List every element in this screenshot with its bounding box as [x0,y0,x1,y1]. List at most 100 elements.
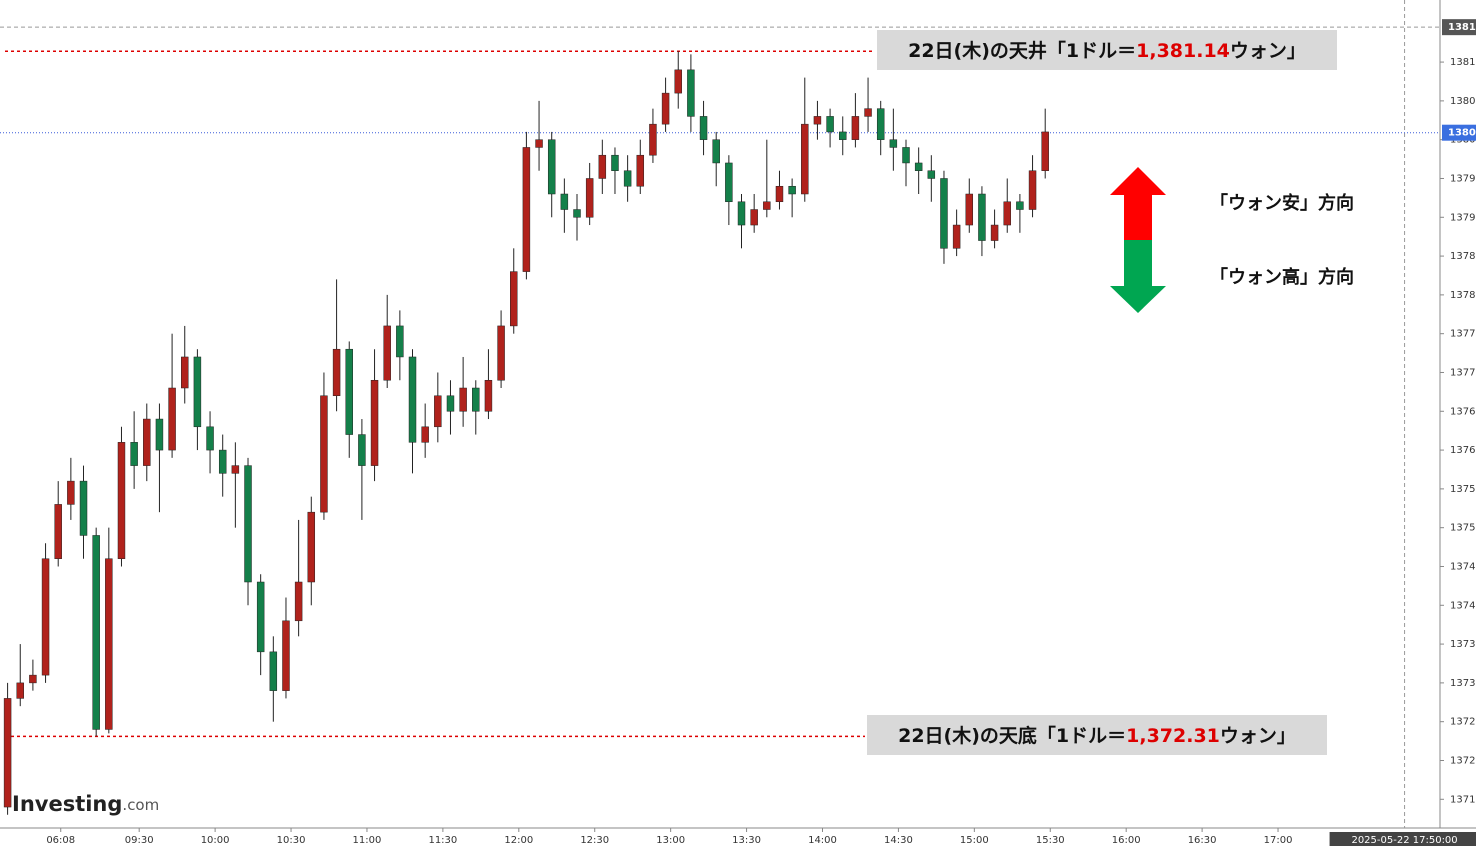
candle-body [206,426,214,451]
x-tick-label: 09:30 [125,835,154,846]
brand-suffix: .com [122,796,159,814]
x-tick-label: 15:30 [1036,835,1065,846]
candle-body [332,348,341,397]
candle-body [307,511,316,583]
x-tick-label: 10:30 [277,835,306,846]
candle-body [990,224,999,241]
annotation-suffix: ウォン」 [1220,725,1296,747]
last-price-label: 1380 [1448,128,1476,139]
x-tick-label: 17:00 [1264,835,1293,846]
x-tick-label: 13:30 [732,835,761,846]
y-tick-label: 1378.00 [1450,290,1476,301]
y-tick-label: 1376.50 [1450,406,1476,417]
candle-body [1003,201,1011,226]
candle-body [421,426,429,443]
candle-body [396,325,404,358]
candle-body [3,698,12,808]
candle-body [79,480,88,536]
x-tick-label: 16:30 [1188,835,1217,846]
x-tick-label: 12:30 [580,835,609,846]
brand-logo: Investing.com [12,792,159,816]
candle-body [117,442,126,559]
candle-body [585,178,594,218]
annotation-text: 22日(木)の天底「1ドル＝1,372.31ウォン」 [898,724,1296,747]
candle-body [155,418,164,451]
candle-body [358,434,366,466]
candle-body [434,395,442,428]
candle-body [294,581,303,622]
y-tick-label: 1375.00 [1450,523,1476,534]
candle-body [446,395,455,412]
candle-body [813,116,822,125]
candle-body [92,535,100,730]
candle-body [902,147,910,164]
annotation-suffix: ウォン」 [1230,40,1306,62]
candle-body [383,325,391,381]
candle-body [889,139,898,148]
annotation-value: 1,372.31 [1126,725,1220,747]
candle-body [282,620,290,691]
candle-body [851,116,860,140]
annotation-value: 1,381.14 [1136,40,1230,62]
candle-body [168,387,176,451]
y-tick-label: 1374.50 [1450,561,1476,572]
candle-body [16,682,24,699]
candle-body [231,465,240,474]
candle-body [965,193,974,226]
y-tick-label: 1371.50 [1450,794,1476,805]
candle-body [497,325,505,381]
candle-body [484,379,493,412]
y-tick-label: 1376.00 [1450,445,1476,456]
candle-body [560,193,569,210]
y-tick-label: 1378.50 [1450,251,1476,262]
candle-body [1016,201,1024,210]
candle-body [674,69,682,94]
candle-body [687,69,695,117]
x-tick-label: 14:30 [884,835,913,846]
candle-body [611,154,619,171]
candle-body [181,356,189,389]
y-tick-label: 1380.50 [1450,96,1476,107]
candle-body [876,108,885,140]
candle-body [54,504,62,559]
candle-body [623,170,632,187]
x-tick-label: 13:00 [656,835,685,846]
cursor-time-label: 2025-05-22 17:50:00 [1351,835,1457,846]
annotation-text: 22日(木)の天井「1ドル＝1,381.14ウォン」 [908,39,1306,62]
y-tick-label: 1381.00 [1450,57,1476,68]
candle-body [598,154,607,179]
top-marker-label: 1381 [1448,22,1476,33]
candle-body [864,108,872,117]
top-marker-box [1442,19,1476,36]
candle-body [940,178,948,249]
candle-body [370,379,379,466]
candle-body [636,154,645,187]
annotation-box [877,30,1337,70]
candle-body [839,131,847,140]
x-tick-label: 16:00 [1112,835,1141,846]
x-tick-label: 11:00 [353,835,382,846]
candle-body [952,224,961,249]
annotation-box [867,715,1327,755]
y-tick-label: 1375.50 [1450,484,1476,495]
candle-body [737,201,746,226]
brand-name: Investing [12,792,122,816]
candle-body [345,348,353,435]
candle-body [1041,131,1049,171]
candle-body [547,139,556,195]
y-tick-label: 1379.00 [1450,212,1476,223]
candle-body [978,193,986,241]
candle-body [143,418,151,466]
candle-body [510,271,518,327]
candle-body [750,209,758,226]
candle-body [788,185,796,195]
candle-body [712,139,720,164]
candle-body [661,92,670,125]
candle-body [218,449,227,474]
candle-body [914,162,923,171]
candle-body [522,147,531,272]
candle-body [459,387,467,412]
candle-body [408,356,417,443]
